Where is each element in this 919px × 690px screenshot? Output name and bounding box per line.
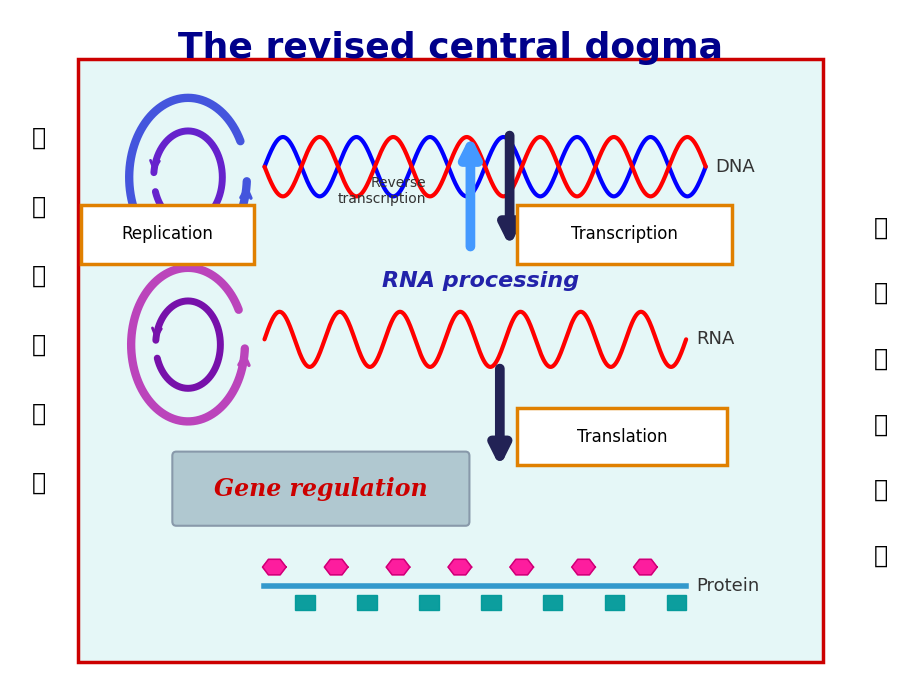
Text: 组: 组 [873, 347, 888, 371]
Text: 的: 的 [31, 333, 46, 357]
Text: Protein: Protein [695, 577, 758, 595]
Polygon shape [448, 560, 471, 575]
Text: 基: 基 [31, 126, 46, 150]
Text: 保: 保 [31, 402, 46, 426]
FancyBboxPatch shape [516, 408, 727, 465]
Polygon shape [604, 595, 624, 611]
Text: 表: 表 [873, 478, 888, 502]
Text: 组: 组 [31, 264, 46, 288]
Text: Gene regulation: Gene regulation [213, 477, 426, 501]
Text: 达: 达 [873, 544, 888, 567]
Text: Reverse
transcription: Reverse transcription [337, 176, 425, 206]
Polygon shape [262, 560, 286, 575]
Polygon shape [295, 595, 314, 611]
Polygon shape [665, 595, 686, 611]
Polygon shape [542, 595, 562, 611]
Polygon shape [419, 595, 438, 611]
FancyBboxPatch shape [81, 205, 254, 264]
FancyBboxPatch shape [172, 452, 469, 526]
Polygon shape [357, 595, 377, 611]
Text: 因: 因 [873, 282, 888, 305]
Polygon shape [509, 560, 533, 575]
Text: RNA: RNA [695, 331, 733, 348]
Polygon shape [572, 560, 595, 575]
Text: RNA processing: RNA processing [381, 271, 578, 291]
Text: 的: 的 [873, 413, 888, 436]
Text: Transcription: Transcription [571, 226, 677, 244]
Text: The revised central dogma: The revised central dogma [178, 31, 722, 65]
Polygon shape [481, 595, 500, 611]
Text: 持: 持 [31, 471, 46, 495]
Polygon shape [633, 560, 656, 575]
FancyBboxPatch shape [516, 205, 732, 264]
Text: Replication: Replication [121, 226, 213, 244]
Text: DNA: DNA [715, 158, 754, 176]
Text: 基: 基 [873, 216, 888, 239]
Polygon shape [324, 560, 347, 575]
Text: Translation: Translation [576, 428, 667, 446]
Polygon shape [386, 560, 409, 575]
Text: 因: 因 [31, 195, 46, 219]
